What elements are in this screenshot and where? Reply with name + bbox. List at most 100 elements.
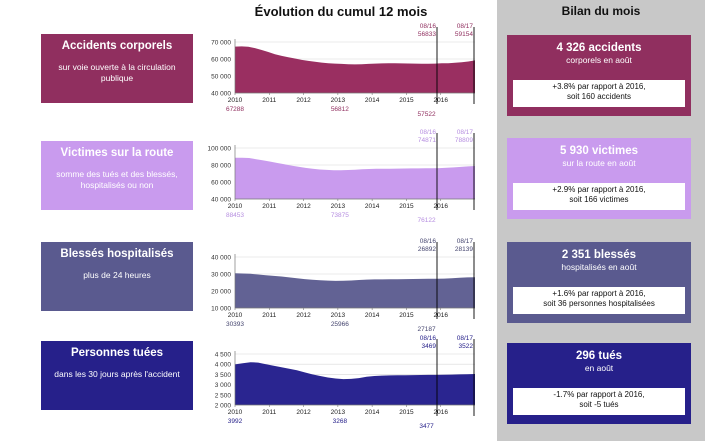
category-title: Accidents corporels bbox=[61, 40, 173, 52]
chart-svg: 40 000 50 000 60 000 70 000 2010 2011 2012 2013… bbox=[211, 23, 475, 118]
comparison-box: +2.9% par rapport à 2016, soit 166 victi… bbox=[513, 183, 685, 210]
area-series bbox=[235, 273, 475, 308]
summary-value: 2 351 blessés bbox=[561, 249, 637, 261]
summary-box-victimes: 5 930 victimes sur la route en août +2.9… bbox=[507, 138, 691, 219]
category-title: Personnes tuées bbox=[70, 347, 164, 359]
y-tick-label: 3 500 bbox=[215, 372, 232, 379]
x-tick-label: 2013 bbox=[331, 409, 346, 416]
marker-value-label: 78809 bbox=[455, 137, 473, 144]
category-subtitle: dans les 30 jours après l'accident bbox=[54, 369, 180, 379]
marker-value-label: 56833 bbox=[418, 31, 436, 38]
summary-unit: en août bbox=[584, 363, 614, 373]
comparison-line: soit 36 personnes hospitalisées bbox=[543, 298, 655, 308]
marker-date-label: 08/17 bbox=[457, 335, 474, 342]
summary-box-blesses: 2 351 blessés hospitalisés en août +1.6%… bbox=[507, 242, 691, 323]
summary-value: 296 tués bbox=[575, 350, 623, 362]
x-tick-label: 2013 bbox=[331, 312, 346, 319]
y-tick-label: 100 000 bbox=[208, 146, 232, 153]
x-tick-label: 2015 bbox=[399, 312, 414, 319]
category-title: Blessés hospitalisés bbox=[60, 248, 174, 260]
x-tick-label: 2012 bbox=[296, 203, 311, 210]
x-tick-label: 2011 bbox=[262, 97, 276, 104]
comparison-line: soit -5 tués bbox=[579, 399, 619, 409]
x-tick-label: 2014 bbox=[365, 409, 380, 416]
category-subtitle: somme des tués et des blessés, hospitali… bbox=[56, 169, 178, 190]
summary-column-title: Bilan du mois bbox=[561, 4, 641, 18]
y-tick-label: 2 000 bbox=[215, 403, 232, 410]
chart-svg: 10 000 20 000 30 000 40 000 2010 2011 2012 2013… bbox=[211, 238, 475, 333]
summary-unit: hospitalisés en août bbox=[561, 262, 637, 272]
comparison-line: -1.7% par rapport à 2016, bbox=[553, 390, 645, 399]
x-tick-label: 2015 bbox=[399, 97, 414, 104]
x-tick-label: 2010 bbox=[228, 97, 243, 104]
chart-accidents: 40 000 50 000 60 000 70 000 2010 2011 2012 2013… bbox=[197, 22, 480, 118]
data-label: 3268 bbox=[333, 418, 348, 425]
data-label: 3992 bbox=[228, 418, 243, 425]
x-tick-label: 2011 bbox=[262, 409, 276, 416]
x-tick-label: 2013 bbox=[331, 203, 346, 210]
y-tick-label: 2 500 bbox=[215, 392, 232, 399]
y-tick-label: 80 000 bbox=[211, 163, 231, 170]
x-tick-label: 2012 bbox=[296, 97, 311, 104]
category-box-blesses: Blessés hospitalisés plus de 24 heures bbox=[41, 242, 193, 311]
y-tick-label: 4 000 bbox=[215, 362, 232, 369]
y-tick-label: 4 500 bbox=[215, 352, 232, 359]
summary-value: 4 326 accidents bbox=[556, 42, 642, 54]
y-tick-label: 30 000 bbox=[211, 272, 231, 279]
data-label: 56812 bbox=[331, 106, 349, 113]
chart-victimes: 40 000 60 000 80 000 100 000 2010 2011 2012 201… bbox=[197, 128, 480, 224]
data-label: 73875 bbox=[331, 212, 349, 219]
summary-unit: sur la route en août bbox=[562, 158, 636, 168]
summary-box-accidents: 4 326 accidents corporels en août +3.8% … bbox=[507, 35, 691, 116]
area-series bbox=[235, 46, 475, 93]
marker-date-label: 08/16 bbox=[420, 335, 437, 342]
comparison-box: +1.6% par rapport à 2016, soit 36 person… bbox=[513, 287, 685, 314]
comparison-line: +2.9% par rapport à 2016, bbox=[552, 185, 646, 194]
comparison-line: soit 166 victimes bbox=[569, 194, 629, 204]
category-subtitle: sur voie ouverte à la circulation publiq… bbox=[58, 62, 176, 83]
data-label: 30393 bbox=[226, 321, 244, 328]
y-tick-label: 60 000 bbox=[211, 180, 231, 187]
marker-value-label: 28139 bbox=[455, 246, 473, 253]
y-tick-label: 50 000 bbox=[211, 74, 231, 81]
summary-unit: corporels en août bbox=[566, 55, 632, 65]
summary-box-tues: 296 tués en août -1.7% par rapport à 201… bbox=[507, 343, 691, 424]
chart-column-title: Évolution du cumul 12 mois bbox=[254, 4, 428, 19]
x-tick-label: 2014 bbox=[365, 203, 380, 210]
y-tick-label: 3 000 bbox=[215, 382, 232, 389]
data-label: 67288 bbox=[226, 106, 244, 113]
marker-date-label: 08/16 bbox=[420, 238, 437, 245]
y-tick-label: 70 000 bbox=[211, 40, 231, 47]
chart-svg: 2 000 2 500 3 000 3 500 4 000 4 500 2010 2011 20… bbox=[215, 335, 475, 430]
area-series bbox=[235, 362, 475, 405]
x-tick-label: 2010 bbox=[228, 409, 243, 416]
y-tick-label: 60 000 bbox=[211, 57, 231, 64]
chart-tues: 2 000 2 500 3 000 3 500 4 000 4 500 2010 2011 20… bbox=[197, 334, 480, 430]
x-tick-label: 2014 bbox=[365, 97, 380, 104]
comparison-box: +3.8% par rapport à 2016, soit 160 accid… bbox=[513, 80, 685, 107]
category-title: Victimes sur la route bbox=[60, 147, 174, 159]
x-tick-label: 2015 bbox=[399, 203, 414, 210]
x-tick-label: 2011 bbox=[262, 312, 276, 319]
marker-date-label: 08/17 bbox=[457, 129, 474, 136]
data-label: 57522 bbox=[418, 111, 436, 118]
marker-date-label: 08/16 bbox=[420, 129, 437, 136]
y-tick-label: 40 000 bbox=[211, 255, 231, 262]
chart-blesses: 10 000 20 000 30 000 40 000 2010 2011 2012 2013… bbox=[197, 237, 480, 333]
y-tick-label: 20 000 bbox=[211, 289, 231, 296]
x-tick-label: 2010 bbox=[228, 203, 243, 210]
marker-value-label: 59154 bbox=[455, 31, 473, 38]
comparison-line: +3.8% par rapport à 2016, bbox=[552, 82, 646, 91]
area-series bbox=[235, 157, 475, 199]
data-label: 3477 bbox=[419, 423, 434, 430]
x-tick-label: 2015 bbox=[399, 409, 414, 416]
comparison-line: soit 160 accidents bbox=[566, 91, 632, 101]
marker-date-label: 08/16 bbox=[420, 23, 437, 30]
y-tick-label: 40 000 bbox=[211, 197, 231, 204]
summary-value: 5 930 victimes bbox=[559, 145, 638, 157]
marker-value-label: 26892 bbox=[418, 246, 436, 253]
category-subtitle: plus de 24 heures bbox=[83, 270, 151, 280]
category-box-tues: Personnes tuées dans les 30 jours après … bbox=[41, 341, 193, 410]
category-box-victimes: Victimes sur la route somme des tués et … bbox=[41, 141, 193, 210]
y-tick-label: 10 000 bbox=[211, 306, 231, 313]
